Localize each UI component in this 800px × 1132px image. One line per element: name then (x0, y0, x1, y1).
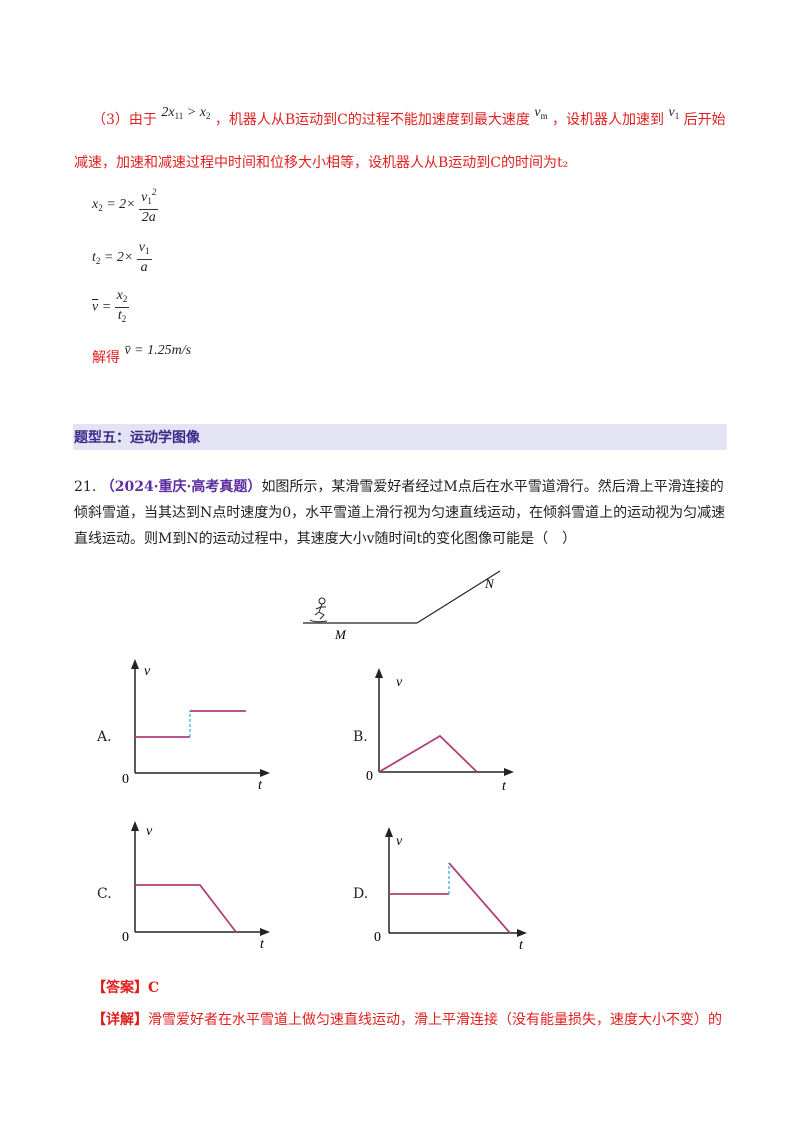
option-a-graph[interactable]: v t 0 (118, 655, 278, 790)
option-d-ylabel: v (396, 834, 403, 849)
option-b-line (378, 734, 478, 773)
slope-figure: M N (303, 570, 501, 642)
option-b-origin: 0 (366, 769, 373, 784)
part3-line2: 减速，加速和减速过程中时间和位移大小相等，设机器人从B运动到C的时间为t₂ (74, 155, 569, 171)
option-c-origin: 0 (122, 930, 129, 945)
section-bar (73, 424, 727, 450)
answer-label: 【答案】 (92, 980, 148, 996)
option-d-segment-2 (448, 862, 511, 934)
part3-line1: （3）由于 2x11 > x2 ，机器人从B运动到C的过程不能加速度到最大速度 … (92, 105, 726, 134)
solve-value: v̄ = 1.25m/s (124, 343, 192, 358)
answer-line: 【答案】C (92, 978, 159, 998)
option-d-graph[interactable]: v t 0 (372, 823, 532, 953)
option-c-ylabel: v (146, 824, 153, 839)
section-title: 题型五：运动学图像 (74, 430, 200, 446)
part3-text-b: ，设机器人加速到 (552, 112, 665, 128)
option-d-origin: 0 (374, 930, 381, 945)
option-c-xlabel: t (260, 937, 265, 952)
label-N: N (484, 576, 495, 591)
option-b-xlabel: t (502, 779, 507, 794)
part3-text-a: ，机器人从B运动到C的过程不能加速度到最大速度 (214, 112, 530, 128)
detail-label: 【详解】 (92, 1012, 148, 1028)
label-M: M (334, 627, 347, 642)
option-b-graph[interactable]: v t 0 (362, 664, 522, 799)
detail-text: 滑雪爱好者在水平雪道上做匀速直线运动，滑上平滑连接（没有能量损失，速度大小不变）… (148, 1012, 722, 1028)
option-a-letter: A. (97, 729, 112, 745)
option-b-ylabel: v (396, 675, 403, 690)
equation-vbar: v = x2 t2 (92, 288, 130, 324)
detail-line: 【详解】滑雪爱好者在水平雪道上做匀速直线运动，滑上平滑连接（没有能量损失，速度大… (92, 1010, 722, 1030)
question-21: 21. （2024·重庆·高考真题）如图所示，某滑雪爱好者经过M点后在水平雪道滑… (74, 474, 734, 552)
option-a-origin: 0 (122, 772, 129, 787)
skier-icon (309, 597, 328, 623)
solve-label: 解得 (92, 350, 120, 366)
option-d-letter: D. (353, 886, 369, 902)
solve-line: 解得 v̄ = 1.25m/s (92, 340, 192, 366)
question-text: 如图所示，某滑雪爱好者经过M点后在水平雪道滑行。然后滑上平滑连接的倾斜雪道，当其… (74, 479, 726, 547)
option-c-letter: C. (97, 886, 112, 902)
option-c-graph[interactable]: v t 0 (118, 817, 278, 952)
part3-label: （3）由于 (92, 112, 157, 128)
option-c-line (135, 884, 237, 933)
answer-value: C (148, 980, 160, 996)
part3-text-c: 后开始 (683, 112, 726, 128)
vm-symbol: vm (534, 105, 548, 121)
question-source: （2024·重庆·高考真题） (100, 479, 262, 495)
v1-symbol: v1 (668, 105, 680, 121)
option-d-xlabel: t (519, 938, 524, 953)
option-a-ylabel: v (144, 664, 151, 679)
equation-t2: t2 = 2× v1 a (92, 240, 152, 275)
question-number: 21. (74, 479, 97, 495)
option-a-xlabel: t (258, 778, 263, 790)
equation-x2: x2 = 2× v12 2a (92, 184, 159, 226)
condition-expression: 2x11 > x2 (161, 105, 211, 121)
option-b-letter: B. (353, 729, 368, 745)
